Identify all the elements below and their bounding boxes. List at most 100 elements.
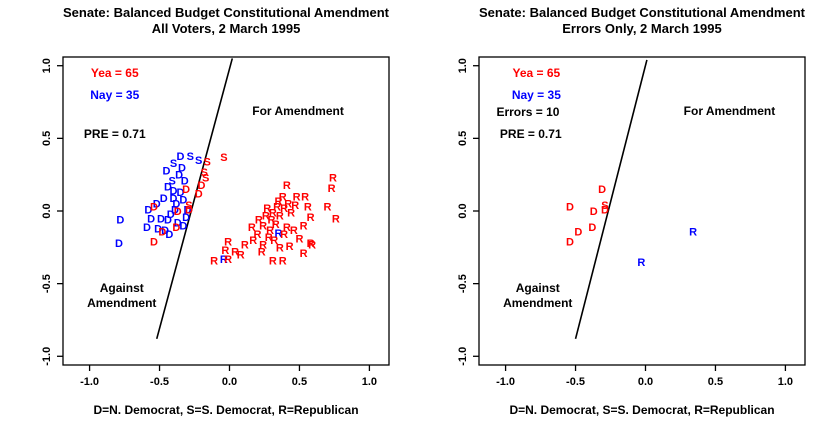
data-point-D: D — [163, 165, 171, 177]
data-point-D: D — [182, 184, 190, 196]
legend-yea: Yea = 65 — [513, 66, 561, 80]
panel-all-voters: Senate: Balanced Budget Constitutional A… — [41, 5, 390, 417]
data-point-D: D — [178, 162, 186, 174]
data-point-R: R — [332, 213, 340, 225]
data-point-R: R — [689, 226, 697, 238]
data-point-D: D — [574, 226, 582, 238]
data-point-R: R — [287, 207, 295, 219]
annotation-text: For Amendment — [252, 104, 344, 118]
legend-yea: Yea = 65 — [91, 66, 139, 80]
data-point-R: R — [328, 183, 336, 195]
data-point-R: R — [269, 255, 277, 267]
data-point-S: S — [195, 155, 202, 167]
data-point-R: R — [221, 245, 229, 257]
chart-title-line1: Senate: Balanced Budget Constitutional A… — [479, 5, 806, 20]
data-point-D: D — [116, 215, 124, 227]
data-point-D: D — [182, 212, 190, 224]
panel-errors-only: Senate: Balanced Budget Constitutional A… — [416, 0, 832, 432]
y-tick-label: 0.0 — [41, 203, 53, 218]
x-tick-label: -1.0 — [496, 376, 515, 388]
data-point-R: R — [263, 203, 271, 215]
data-point-R: R — [286, 241, 294, 253]
data-point-R: R — [224, 254, 232, 266]
x-tick-label: 0.0 — [222, 376, 237, 388]
data-point-D: D — [161, 225, 169, 237]
data-point-D: D — [601, 205, 609, 217]
x-tick-label: 1.0 — [362, 376, 377, 388]
data-point-R: R — [283, 222, 291, 234]
data-point-R: R — [241, 239, 249, 251]
data-point-D: D — [177, 151, 185, 163]
data-point-R: R — [300, 248, 308, 260]
annotation-text: For Amendment — [684, 104, 776, 118]
x-tick-label: -1.0 — [80, 376, 99, 388]
data-point-R: R — [210, 255, 218, 267]
y-tick-label: -1.0 — [41, 347, 53, 366]
data-point-R: R — [258, 247, 266, 259]
legend-errors: Errors = 10 — [496, 105, 559, 119]
data-point-R: R — [249, 235, 257, 247]
data-point-R: R — [265, 232, 273, 244]
data-point-D: D — [158, 226, 166, 238]
annotation-text: Amendment — [87, 296, 156, 310]
chart-title-line2: Errors Only, 2 March 1995 — [562, 21, 721, 36]
data-point-D: D — [172, 222, 180, 234]
annotation-text: Against — [100, 281, 144, 295]
data-point-D: D — [170, 193, 178, 205]
data-point-R: R — [301, 191, 309, 203]
data-point-R: R — [224, 237, 232, 249]
data-point-D: D — [157, 213, 165, 225]
y-tick-label: -0.5 — [41, 274, 53, 293]
data-point-D: D — [154, 223, 162, 235]
annotation-text: Against — [516, 281, 560, 295]
x-tick-label: 0.0 — [638, 376, 653, 388]
data-point-R: R — [273, 202, 281, 214]
data-point-R: R — [308, 239, 316, 251]
data-point-R: R — [290, 225, 298, 237]
y-tick-label: -0.5 — [457, 274, 469, 293]
data-point-D: D — [181, 175, 189, 187]
data-point-R: R — [274, 228, 282, 240]
data-point-R: R — [280, 203, 288, 215]
data-point-S: S — [203, 157, 210, 169]
data-point-D: D — [170, 186, 178, 198]
data-point-D: D — [566, 237, 574, 249]
data-point-D: D — [153, 199, 161, 211]
legend-pre: PRE = 0.71 — [500, 127, 562, 141]
data-point-R: R — [291, 200, 299, 212]
data-point-D: D — [598, 184, 606, 196]
legend-nay: Nay = 35 — [90, 88, 139, 102]
data-point-D: D — [115, 238, 123, 250]
legend-nay: Nay = 35 — [512, 88, 561, 102]
data-point-D: D — [179, 221, 187, 233]
data-point-R: R — [220, 254, 228, 266]
x-tick-label: 0.5 — [708, 376, 723, 388]
chart-title-line1: Senate: Balanced Budget Constitutional A… — [63, 5, 390, 20]
data-point-D: D — [172, 199, 180, 211]
data-point-D: D — [144, 205, 152, 217]
data-point-S: S — [601, 200, 608, 212]
data-point-R: R — [283, 180, 291, 192]
data-point-R: R — [279, 191, 287, 203]
data-point-R: R — [307, 212, 315, 224]
data-point-D: D — [588, 222, 596, 234]
data-point-S: S — [170, 158, 177, 170]
data-point-R: R — [237, 250, 245, 262]
cutting-line — [155, 58, 234, 340]
data-point-R: R — [267, 215, 275, 227]
data-point-R: R — [269, 207, 277, 219]
data-point-R: R — [304, 202, 312, 214]
y-tick-label: 0.0 — [457, 203, 469, 218]
y-tick-label: 1.0 — [457, 58, 469, 73]
data-point-S: S — [185, 200, 192, 212]
data-point-D: D — [171, 205, 179, 217]
data-point-R: R — [274, 196, 282, 208]
data-point-R: R — [329, 173, 337, 185]
data-point-S: S — [202, 173, 209, 185]
data-point-D: D — [164, 215, 172, 227]
data-point-R: R — [259, 239, 267, 251]
x-axis-caption: D=N. Democrat, S=S. Democrat, R=Republic… — [509, 403, 774, 417]
data-point-R: R — [266, 225, 274, 237]
y-tick-label: 0.5 — [41, 131, 53, 146]
